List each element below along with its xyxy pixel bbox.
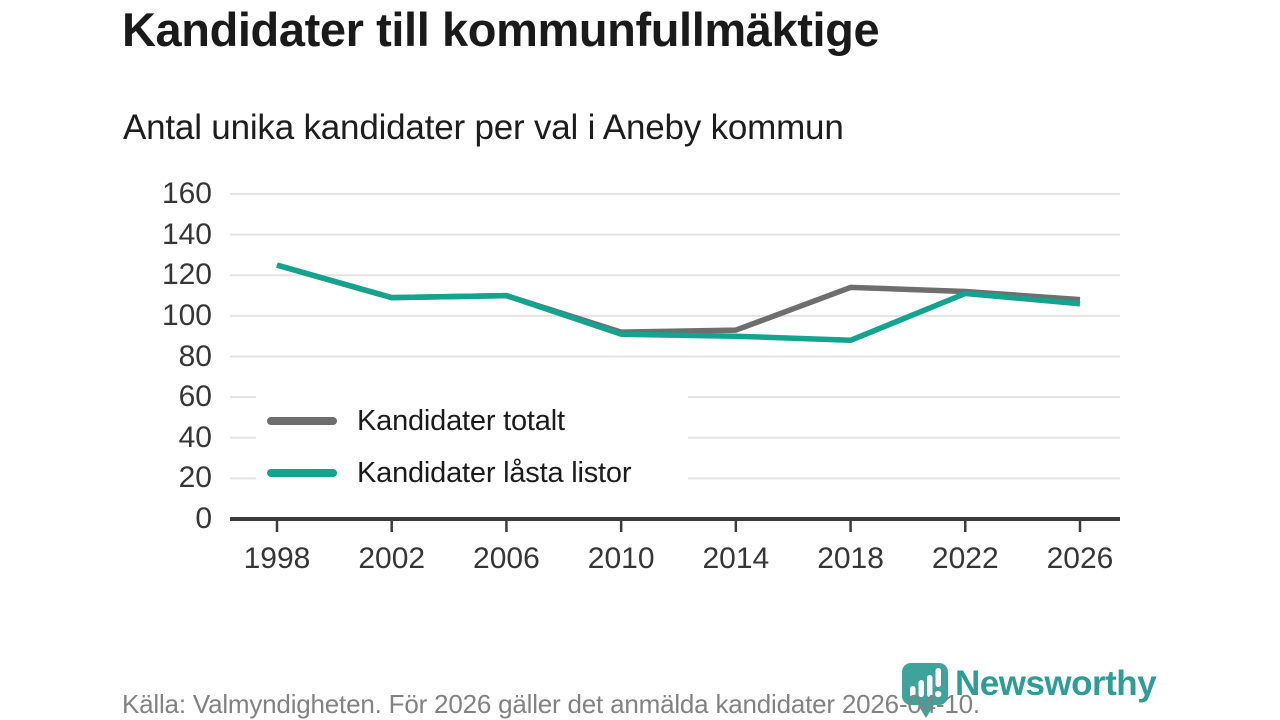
y-tick-label: 140 (161, 217, 212, 251)
legend-label-totalt: Kandidater totalt (357, 404, 565, 437)
chart-legend: Kandidater totalt Kandidater låsta listo… (256, 396, 688, 498)
y-tick-label: 20 (178, 461, 212, 495)
legend-swatch-totalt (267, 417, 337, 425)
y-tick-label: 40 (178, 420, 212, 454)
chart-subtitle: Antal unika kandidater per val i Aneby k… (123, 108, 844, 147)
chart-title: Kandidater till kommunfullmäktige (122, 3, 880, 56)
x-tick-label: 2006 (473, 542, 540, 575)
newsworthy-logo: Newsworthy (902, 663, 1157, 719)
x-tick-label: 2022 (931, 542, 999, 575)
y-tick-label: 160 (161, 177, 212, 210)
x-tick-label: 2018 (817, 542, 884, 575)
source-note: Källa: Valmyndigheten. För 2026 gäller d… (122, 689, 980, 719)
legend-swatch-lasta-listor (267, 469, 337, 477)
x-tick-label: 2026 (1046, 542, 1114, 575)
y-tick-label: 60 (178, 380, 212, 414)
y-tick-label: 80 (178, 339, 212, 373)
y-tick-label: 100 (161, 298, 212, 332)
y-tick-label: 0 (195, 502, 212, 535)
legend-item-totalt: Kandidater totalt (256, 400, 688, 442)
y-tick-label: 120 (161, 258, 212, 292)
x-tick-label: 2014 (702, 542, 770, 575)
x-tick-label: 2010 (587, 542, 655, 575)
newsworthy-brand-text: Newsworthy (955, 664, 1157, 703)
legend-item-lasta-listor: Kandidater låsta listor (256, 452, 688, 494)
series-line-1 (276, 262, 1081, 344)
legend-label-lasta-listor: Kandidater låsta listor (357, 456, 632, 489)
newsworthy-badge-icon (902, 663, 948, 718)
x-tick-label: 2002 (358, 542, 426, 575)
x-tick-label: 1998 (243, 542, 311, 575)
